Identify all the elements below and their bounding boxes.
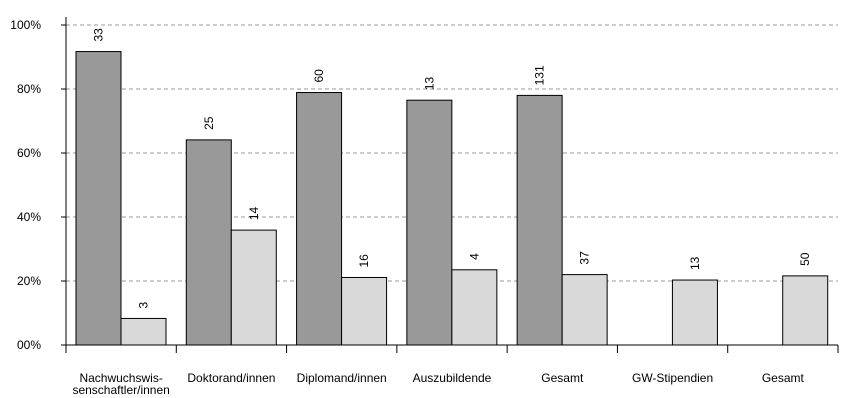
- data-label: 25: [202, 116, 216, 130]
- x-category-label: Diplomand/innen: [297, 371, 387, 385]
- y-tick-label: 80%: [17, 82, 41, 96]
- data-label: 50: [798, 252, 812, 266]
- bar: [186, 140, 231, 345]
- data-label: 13: [688, 256, 702, 270]
- data-label: 131: [533, 65, 547, 85]
- bar: [783, 276, 828, 345]
- y-tick-label: 100%: [10, 18, 41, 32]
- x-category-label: Doktorand/innen: [187, 371, 275, 385]
- bar: [297, 93, 342, 345]
- data-label: 3: [137, 301, 151, 308]
- x-category-label: Gesamt: [762, 371, 805, 385]
- y-tick-label: 60%: [17, 146, 41, 160]
- x-category-label: senschaftler/innen: [72, 383, 169, 397]
- bar: [121, 318, 166, 345]
- data-label: 14: [247, 206, 261, 220]
- data-label: 33: [92, 28, 106, 42]
- bars: [76, 52, 828, 345]
- bar: [452, 270, 497, 345]
- bar: [407, 100, 452, 345]
- data-label: 37: [578, 251, 592, 265]
- bar: [342, 277, 387, 345]
- y-tick-label: 40%: [17, 210, 41, 224]
- bar: [672, 280, 717, 345]
- data-label: 4: [467, 253, 481, 260]
- y-tick-label: 00%: [17, 338, 41, 352]
- x-category-label: GW-Stipendien: [632, 371, 713, 385]
- data-label: 16: [357, 254, 371, 268]
- bar: [76, 52, 121, 345]
- data-label: 13: [422, 77, 436, 91]
- bar: [517, 95, 562, 345]
- data-label: 60: [312, 69, 326, 83]
- x-category-label: Auszubildende: [413, 371, 492, 385]
- x-category-label: Gesamt: [541, 371, 584, 385]
- y-tick-label: 20%: [17, 274, 41, 288]
- bar: [562, 275, 607, 345]
- bar: [231, 230, 276, 345]
